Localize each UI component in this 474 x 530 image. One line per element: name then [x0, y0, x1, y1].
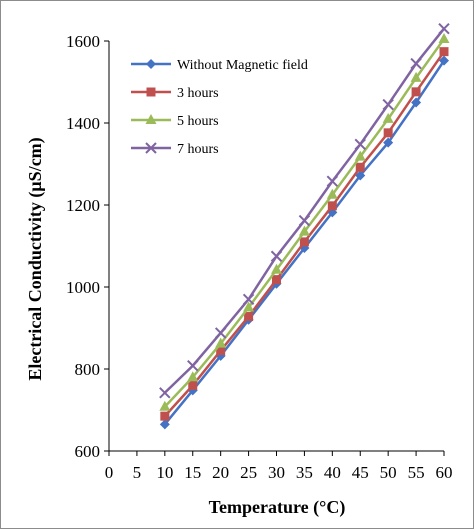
data-point — [382, 98, 394, 111]
data-point — [411, 97, 422, 108]
x-tick-label: 5 — [133, 463, 142, 482]
data-point — [187, 371, 199, 382]
data-point — [382, 112, 394, 123]
axes: 600 800 1000 1200 1400 1600 0 5 10 15 20 25 30 35 40 45… — [66, 32, 453, 482]
y-tick-label: 1400 — [66, 114, 100, 133]
x-tick-label: 35 — [296, 463, 313, 482]
legend-entry-4: 7 hours — [131, 142, 219, 157]
data-point — [355, 162, 365, 172]
data-point — [326, 188, 338, 199]
data-point — [438, 32, 450, 43]
series-2 — [160, 47, 449, 421]
data-point — [439, 47, 449, 57]
marker-stroke — [159, 387, 171, 399]
data-point — [438, 22, 450, 35]
y-tick-label: 1200 — [66, 196, 100, 215]
data-point — [270, 250, 283, 262]
x-tick-label: 15 — [184, 463, 201, 482]
marker-stroke — [382, 98, 394, 111]
legend-entry-2: 3 hours — [131, 86, 219, 101]
y-tick-label: 800 — [75, 360, 101, 379]
legend-label: 3 hours — [177, 86, 219, 101]
y-axis-title: Electrical Conductivity (µS/cm) — [25, 137, 46, 380]
legend: Without Magnetic field 3 hours 5 hours 7 ho… — [131, 58, 308, 157]
x-tick-label: 10 — [156, 463, 173, 482]
data-point — [298, 214, 311, 227]
series-group — [159, 22, 450, 430]
marker-stroke — [242, 293, 255, 306]
data-point — [159, 387, 171, 399]
data-point — [383, 128, 393, 138]
marker-stroke — [214, 327, 227, 339]
series-4 — [159, 22, 450, 399]
data-point — [272, 275, 281, 285]
data-point — [298, 225, 310, 236]
data-point — [354, 150, 366, 161]
data-point — [410, 57, 422, 70]
x-tick-label: 55 — [408, 463, 425, 482]
y-tick-label: 1600 — [66, 32, 100, 51]
data-point — [383, 137, 394, 148]
legend-label: Without Magnetic field — [177, 58, 308, 73]
data-point — [326, 175, 339, 187]
data-point — [411, 87, 421, 97]
legend-label: 5 hours — [177, 114, 219, 129]
data-point — [243, 301, 255, 312]
data-point — [215, 337, 227, 348]
data-point — [355, 170, 366, 181]
data-point — [354, 138, 366, 151]
marker-stroke — [187, 360, 199, 372]
data-point — [244, 312, 254, 322]
y-tick-label: 1000 — [66, 278, 100, 297]
data-point — [439, 55, 449, 66]
data-point — [410, 71, 422, 82]
legend-label: 7 hours — [177, 142, 219, 157]
legend-entry-1: Without Magnetic field — [131, 58, 308, 73]
x-axis-title: Temperature (°C) — [209, 497, 346, 518]
legend-marker — [146, 59, 156, 69]
x-tick-label: 0 — [105, 463, 114, 482]
data-point — [327, 201, 337, 211]
data-point — [214, 327, 227, 339]
x-tick-label: 20 — [212, 463, 229, 482]
marker-stroke — [438, 22, 450, 35]
data-point — [159, 400, 171, 411]
x-tick-label: 60 — [436, 463, 453, 482]
marker-stroke — [298, 214, 311, 227]
y-tick-label: 600 — [75, 442, 101, 461]
x-tick-label: 50 — [380, 463, 397, 482]
data-point — [216, 346, 226, 356]
marker-stroke — [326, 175, 339, 187]
series-3 — [159, 32, 450, 411]
data-point — [160, 411, 170, 421]
x-tick-label: 40 — [324, 463, 341, 482]
data-point — [187, 360, 199, 372]
data-point — [159, 419, 170, 430]
legend-marker — [145, 142, 157, 154]
x-tick-label: 45 — [352, 463, 369, 482]
data-point — [299, 237, 309, 247]
marker-stroke — [145, 142, 157, 154]
marker-stroke — [354, 138, 366, 151]
legend-marker — [146, 87, 156, 97]
data-point — [242, 293, 255, 306]
legend-entry-3: 5 hours — [131, 114, 219, 129]
legend-marker — [145, 114, 157, 124]
x-tick-label: 25 — [240, 463, 257, 482]
x-tick-label: 30 — [268, 463, 285, 482]
series-line — [163, 27, 445, 394]
data-point — [188, 380, 198, 390]
marker-stroke — [410, 57, 422, 70]
marker-stroke — [270, 250, 283, 262]
data-point — [271, 263, 282, 274]
